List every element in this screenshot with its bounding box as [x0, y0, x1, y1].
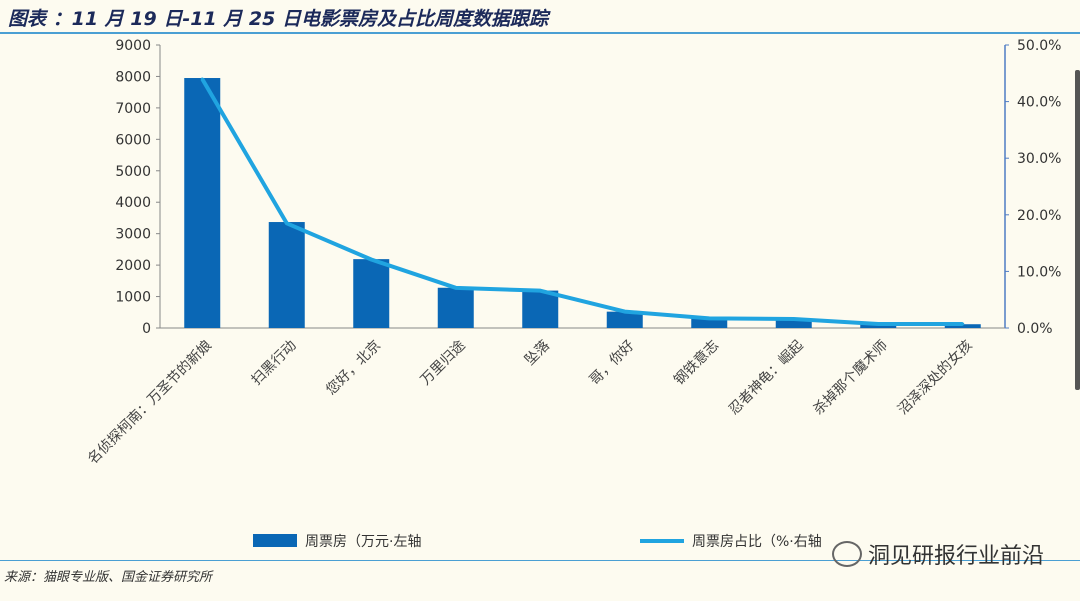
left-tick-label: 0	[142, 321, 151, 337]
source-note: 来源：猫眼专业版、国金证券研究所	[4, 570, 213, 585]
share-point	[285, 221, 289, 225]
left-tick-label: 2000	[115, 258, 151, 274]
legend-label-line: 周票房占比（%·右轴	[692, 534, 822, 550]
right-tick-label: 20.0%	[1017, 208, 1061, 224]
bar	[606, 311, 643, 328]
x-tick-label: 万里归途	[417, 337, 469, 389]
x-tick-label: 杀掉那个魔术师	[810, 338, 891, 419]
left-tick-label: 9000	[115, 38, 151, 54]
bar	[268, 222, 305, 328]
bar	[522, 290, 559, 328]
left-tick-label: 1000	[115, 290, 151, 306]
x-tick-label: 您好，北京	[323, 337, 385, 399]
footer-divider	[0, 560, 1080, 561]
right-tick-label: 10.0%	[1017, 264, 1061, 280]
share-point	[200, 77, 204, 81]
bar	[775, 319, 812, 328]
x-tick-label: 钢铁意志	[670, 337, 722, 389]
legend-label-bar: 周票房（万元·左轴	[305, 534, 421, 550]
bar	[691, 318, 728, 328]
bar	[860, 324, 897, 328]
left-tick-label: 4000	[115, 195, 151, 211]
share-point	[876, 322, 880, 326]
x-tick-label: 哥，你好	[587, 338, 638, 389]
title-divider	[0, 32, 1080, 34]
right-tick-label: 50.0%	[1017, 38, 1061, 54]
bar	[944, 324, 981, 328]
share-point	[538, 289, 542, 293]
watermark-text: 洞见研报行业前沿	[867, 544, 1044, 569]
chart-title: 图表 ：11 月 19 日-11 月 25 日电影票房及占比周度数据跟踪	[8, 8, 548, 30]
left-tick-label: 8000	[115, 69, 151, 85]
watermark: 洞见研报行业前沿	[831, 538, 1044, 570]
share-point	[454, 286, 458, 290]
chart: 0 1000 2000 3000 4000 5000 6000 7000 8000 9000 0.0…	[85, 38, 1062, 550]
left-tick-label: 7000	[115, 101, 151, 117]
left-tick-label: 5000	[115, 164, 151, 180]
share-line	[200, 77, 963, 327]
x-tick-label: 扫黑行动	[249, 338, 300, 389]
legend-swatch-bar	[253, 534, 297, 547]
scrollbar[interactable]	[1075, 70, 1080, 390]
bar	[437, 287, 474, 328]
left-tick-label: 6000	[115, 132, 151, 148]
right-tick-label: 0.0%	[1017, 321, 1053, 337]
right-tick-label: 40.0%	[1017, 95, 1061, 111]
wechat-icon	[831, 541, 862, 567]
x-tick-label: 坠落	[522, 338, 553, 369]
x-tick-label: 沼泽深处的女孩	[894, 337, 975, 418]
bar	[353, 259, 390, 328]
x-tick-label: 忍者神龟：崛起	[726, 338, 807, 419]
share-point	[707, 316, 711, 320]
bar	[184, 78, 221, 329]
share-point	[623, 310, 627, 314]
share-point	[369, 258, 373, 262]
x-tick-label: 名侦探柯南：万圣节的新娘	[85, 338, 215, 468]
share-point	[961, 322, 965, 326]
share-point	[792, 317, 796, 321]
right-tick-label: 30.0%	[1017, 151, 1061, 167]
left-tick-label: 3000	[115, 227, 151, 243]
